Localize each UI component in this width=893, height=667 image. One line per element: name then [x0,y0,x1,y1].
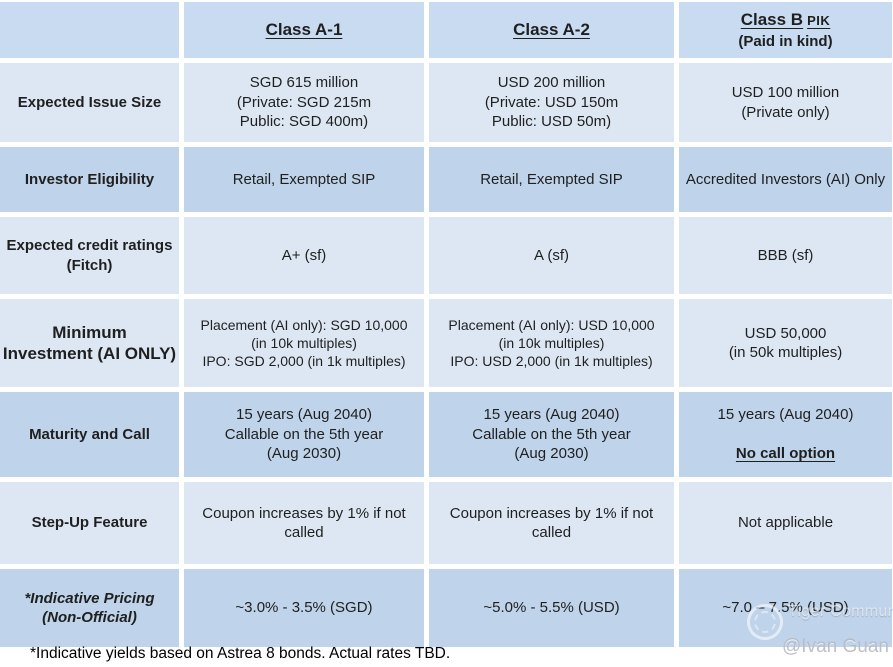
cell-maturity-class-b: 15 years (Aug 2040) No call option [679,392,892,477]
row-label-step-up-feature: Step-Up Feature [0,482,179,564]
cell-min-investment-class-a2: Placement (AI only): USD 10,000 (in 10k … [429,299,674,387]
cell-min-investment-class-b: USD 50,000 (in 50k multiples) [679,299,892,387]
class-a2-title: Class A-2 [513,19,590,39]
cell-issue-size-class-b: USD 100 million (Private only) [679,63,892,142]
row-label-investor-eligibility: Investor Eligibility [0,147,179,212]
cell-eligibility-class-b: Accredited Investors (AI) Only [679,147,892,212]
cell-min-investment-class-a1: Placement (AI only): SGD 10,000 (in 10k … [184,299,424,387]
column-header-class-b: Class B PIK (Paid in kind) [679,2,892,58]
watermark-author: @Ivan Guan [782,636,889,657]
row-label-credit-ratings: Expected credit ratings (Fitch) [0,217,179,294]
maturity-class-b-no-call: No call option [735,445,836,463]
class-b-subtitle: (Paid in kind) [738,32,833,50]
cell-issue-size-class-a2: USD 200 million (Private: USD 150m Publi… [429,63,674,142]
watermark-brand: Tiger Community [788,603,893,620]
column-header-class-a2: Class A-2 [429,2,674,58]
footnote: *Indicative yields based on Astrea 8 bon… [30,645,451,662]
row-label-indicative-pricing: *Indicative Pricing (Non-Official) [0,569,179,647]
cell-maturity-class-a2: 15 years (Aug 2040) Callable on the 5th … [429,392,674,477]
row-label-expected-issue-size: Expected Issue Size [0,63,179,142]
bond-comparison-table: Class A-1 Class A-2 Class B PIK (Paid in … [0,2,892,647]
cell-pricing-class-a1: ~3.0% - 3.5% (SGD) [184,569,424,647]
class-b-title-pik: PIK [807,12,831,28]
cell-step-up-class-a2: Coupon increases by 1% if not called [429,482,674,564]
cell-maturity-class-a1: 15 years (Aug 2040) Callable on the 5th … [184,392,424,477]
cell-eligibility-class-a1: Retail, Exempted SIP [184,147,424,212]
row-label-minimum-investment: Minimum Investment (AI ONLY) [0,299,179,387]
cell-step-up-class-b: Not applicable [679,482,892,564]
class-a1-title: Class A-1 [265,19,343,39]
cell-pricing-class-b: ~7.0 – 7.5% (USD) [679,569,892,647]
column-header-class-a1: Class A-1 [184,2,424,58]
cell-rating-class-a2: A (sf) [429,217,674,294]
column-header-blank [0,2,179,58]
cell-pricing-class-a2: ~5.0% - 5.5% (USD) [429,569,674,647]
cell-rating-class-a1: A+ (sf) [184,217,424,294]
cell-eligibility-class-a2: Retail, Exempted SIP [429,147,674,212]
cell-rating-class-b: BBB (sf) [679,217,892,294]
row-label-maturity-and-call: Maturity and Call [0,392,179,477]
maturity-class-b-term: 15 years (Aug 2040) [717,406,854,424]
cell-step-up-class-a1: Coupon increases by 1% if not called [184,482,424,564]
cell-issue-size-class-a1: SGD 615 million (Private: SGD 215m Publi… [184,63,424,142]
class-b-title-main: Class B [740,9,804,29]
class-b-title: Class B PIK [741,10,831,29]
